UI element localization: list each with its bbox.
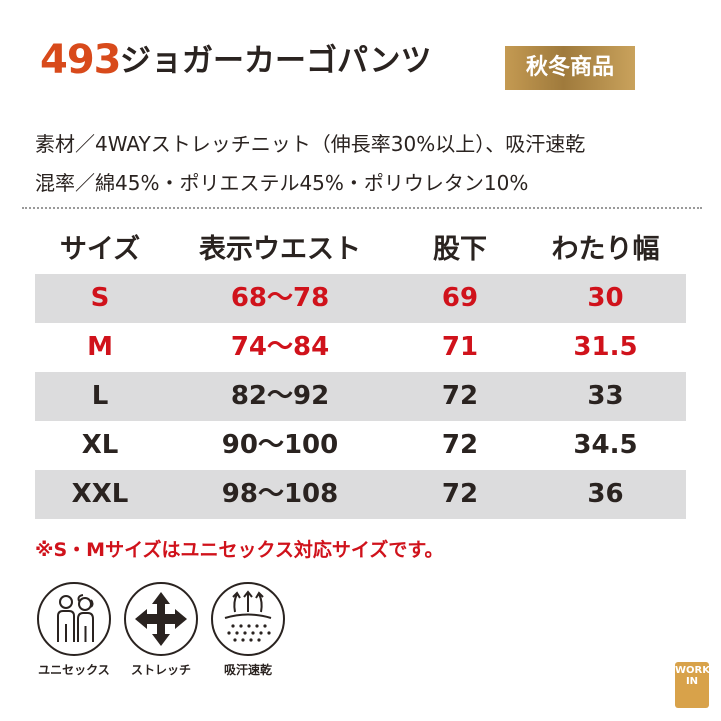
header-size: サイズ [59,234,141,265]
size-cell: S [90,283,110,313]
sweat-label: 吸汗速乾 [223,663,272,677]
table-row: L 82〜92 72 33 [35,372,686,421]
size-cell: M [87,332,113,362]
inseam-cell: 69 [441,283,479,313]
unisex-icon [37,582,111,656]
sweat-absorb-quickdry-icon [211,582,285,656]
header-waist: 表示ウエスト [199,234,361,265]
waist-cell: 90〜100 [221,430,339,460]
inseam-cell: 72 [441,381,479,411]
table-header-row: サイズ 表示ウエスト 股下 わたり幅 [35,225,686,274]
brand-logo: WORK IN [675,662,710,708]
waist-cell: 74〜84 [230,332,330,362]
size-table: サイズ 表示ウエスト 股下 わたり幅 S 68〜78 69 30 M 74〜84… [35,225,686,519]
size-cell: XXL [71,479,129,509]
inseam-cell: 71 [441,332,479,362]
table-row: M 74〜84 71 31.5 [35,323,686,372]
table-row: S 68〜78 69 30 [35,274,686,323]
sweat-feature: 吸汗速乾 [211,582,298,676]
thigh-width-cell: 33 [587,381,624,411]
inseam-cell: 72 [441,479,479,509]
stretch-icon [124,582,198,656]
unisex-label: ユニセックス [38,663,110,677]
product-number: 493 [40,37,121,83]
table-row: XL 90〜100 72 34.5 [35,421,686,470]
thigh-width-cell: 30 [587,283,624,313]
waist-cell: 68〜78 [230,283,330,313]
product-name: ジョガーカーゴパンツ [120,43,432,79]
material-spec: 素材／4WAYストレッチニット（伸長率30%以上）、吸汗速乾 [35,132,586,156]
unisex-note: ※S・Mサイズはユニセックス対応サイズです。 [35,539,444,561]
dotted-divider [22,207,702,209]
header-thigh-width: わたり幅 [551,234,660,265]
thigh-width-cell: 31.5 [573,332,638,362]
stretch-feature: ストレッチ [124,582,211,676]
table-row: XXL 98〜108 72 36 [35,470,686,519]
thigh-width-cell: 34.5 [573,430,638,460]
waist-cell: 82〜92 [230,381,330,411]
season-badge: 秋冬商品 [505,46,635,90]
inseam-cell: 72 [441,430,479,460]
blend-spec: 混率／綿45%・ポリエステル45%・ポリウレタン10% [35,171,529,195]
unisex-feature: ユニセックス [37,582,124,676]
size-cell: L [91,381,109,411]
waist-cell: 98〜108 [221,479,339,509]
header-inseam: 股下 [433,234,487,265]
thigh-width-cell: 36 [587,479,624,509]
size-cell: XL [81,430,119,460]
stretch-label: ストレッチ [130,663,191,677]
